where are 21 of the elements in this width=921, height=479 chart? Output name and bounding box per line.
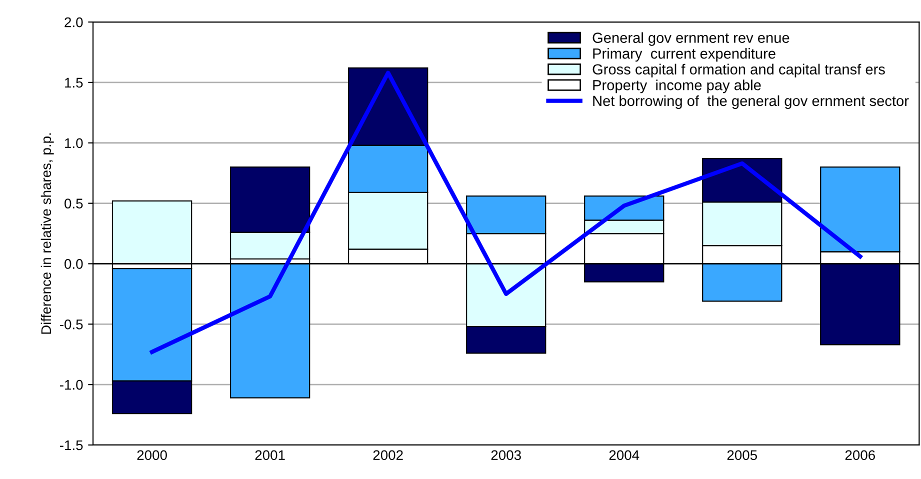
x-tick-label: 2002 [373, 450, 403, 460]
x-tick-label: 2004 [609, 450, 640, 460]
y-tick-label: 1.5 [65, 78, 83, 88]
x-tick-label: 2000 [137, 450, 167, 460]
legend-label: General gov ernment rev enue [592, 32, 790, 46]
x-tick-label: 2001 [255, 450, 285, 460]
y-tick-label: 2.0 [64, 17, 83, 28]
y-tick-label: 1.0 [65, 138, 83, 148]
y-tick-label: -1.0 [60, 380, 83, 390]
y-tick-label: -1.5 [60, 440, 83, 450]
y-tick-label: 0.5 [64, 198, 83, 208]
legend-label: Gross capital f ormation and capital transf ers [592, 64, 885, 78]
x-tick-label: 2006 [845, 450, 875, 460]
y-tick-label: 0.0 [64, 259, 83, 269]
x-tick-label: 2003 [491, 450, 521, 460]
y-axis-title: Difference in relative shares, p.p. [40, 133, 54, 334]
legend-label: Primary current expenditure [593, 48, 776, 62]
legend-label: Property income pay able [593, 80, 761, 94]
y-tick-label: -0.5 [60, 319, 83, 330]
x-tick-label: 2005 [727, 450, 757, 460]
legend-label: Net borrowing of the general gov ernment sector [593, 95, 909, 109]
